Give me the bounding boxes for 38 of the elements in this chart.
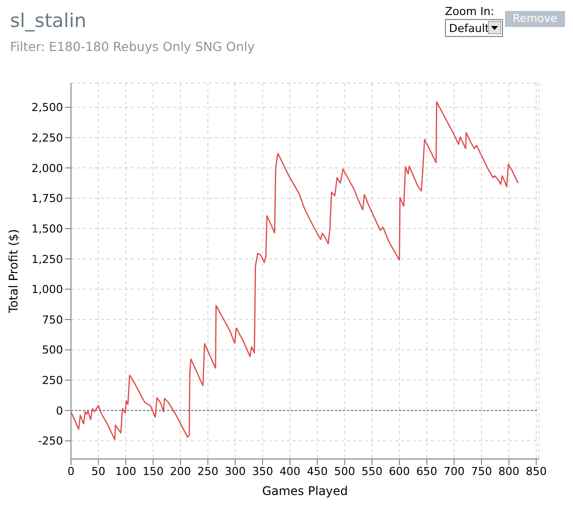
y-tick-label: 0 (56, 404, 63, 418)
y-tick-label: 1,000 (32, 283, 63, 296)
x-tick-label: 400 (279, 464, 300, 478)
y-tick-label: 500 (42, 344, 63, 357)
text: Default (448, 22, 490, 34)
y-tick-label: -250 (38, 434, 63, 448)
y-tick-label: 2,250 (32, 131, 63, 144)
x-tick-label: 150 (142, 464, 164, 478)
y-axis-title: Total Profit ($) (6, 229, 20, 314)
x-tick-label: 100 (115, 464, 136, 478)
chart-subtitle: Filter: E180-180 Rebuys Only SNG Only (10, 39, 255, 54)
x-tick-label: 250 (197, 464, 218, 478)
y-tick-label: 2,500 (32, 101, 63, 114)
x-tick-label: 800 (498, 464, 520, 478)
x-tick-label: 600 (388, 464, 410, 478)
x-tick-label: 550 (362, 464, 383, 478)
text: Remove (505, 11, 565, 27)
x-tick-label: 750 (471, 464, 492, 478)
line-series (71, 101, 519, 440)
y-tick-label: 1,500 (32, 222, 63, 236)
x-tick-label: 700 (444, 464, 465, 478)
x-tick-label: 200 (170, 464, 191, 478)
x-tick-label: 300 (224, 464, 246, 478)
x-tick-label: 450 (306, 464, 328, 478)
text: Zoom In: (445, 5, 494, 18)
y-tick-label: 250 (42, 374, 63, 388)
x-tick-label: 500 (334, 464, 356, 478)
x-tick-label: 0 (68, 464, 74, 478)
x-axis-title: Games Played (262, 484, 348, 498)
chart-title: sl_stalin (10, 10, 86, 32)
x-tick-label: 350 (252, 464, 274, 478)
x-tick-label: 650 (416, 464, 438, 478)
x-tick-label: 50 (91, 464, 106, 478)
y-tick-label: 2,000 (32, 162, 63, 175)
x-tick-label: 850 (526, 464, 547, 478)
y-tick-label: 1,250 (32, 252, 63, 266)
y-tick-label: 1,750 (32, 192, 63, 206)
y-tick-label: 750 (42, 313, 63, 326)
